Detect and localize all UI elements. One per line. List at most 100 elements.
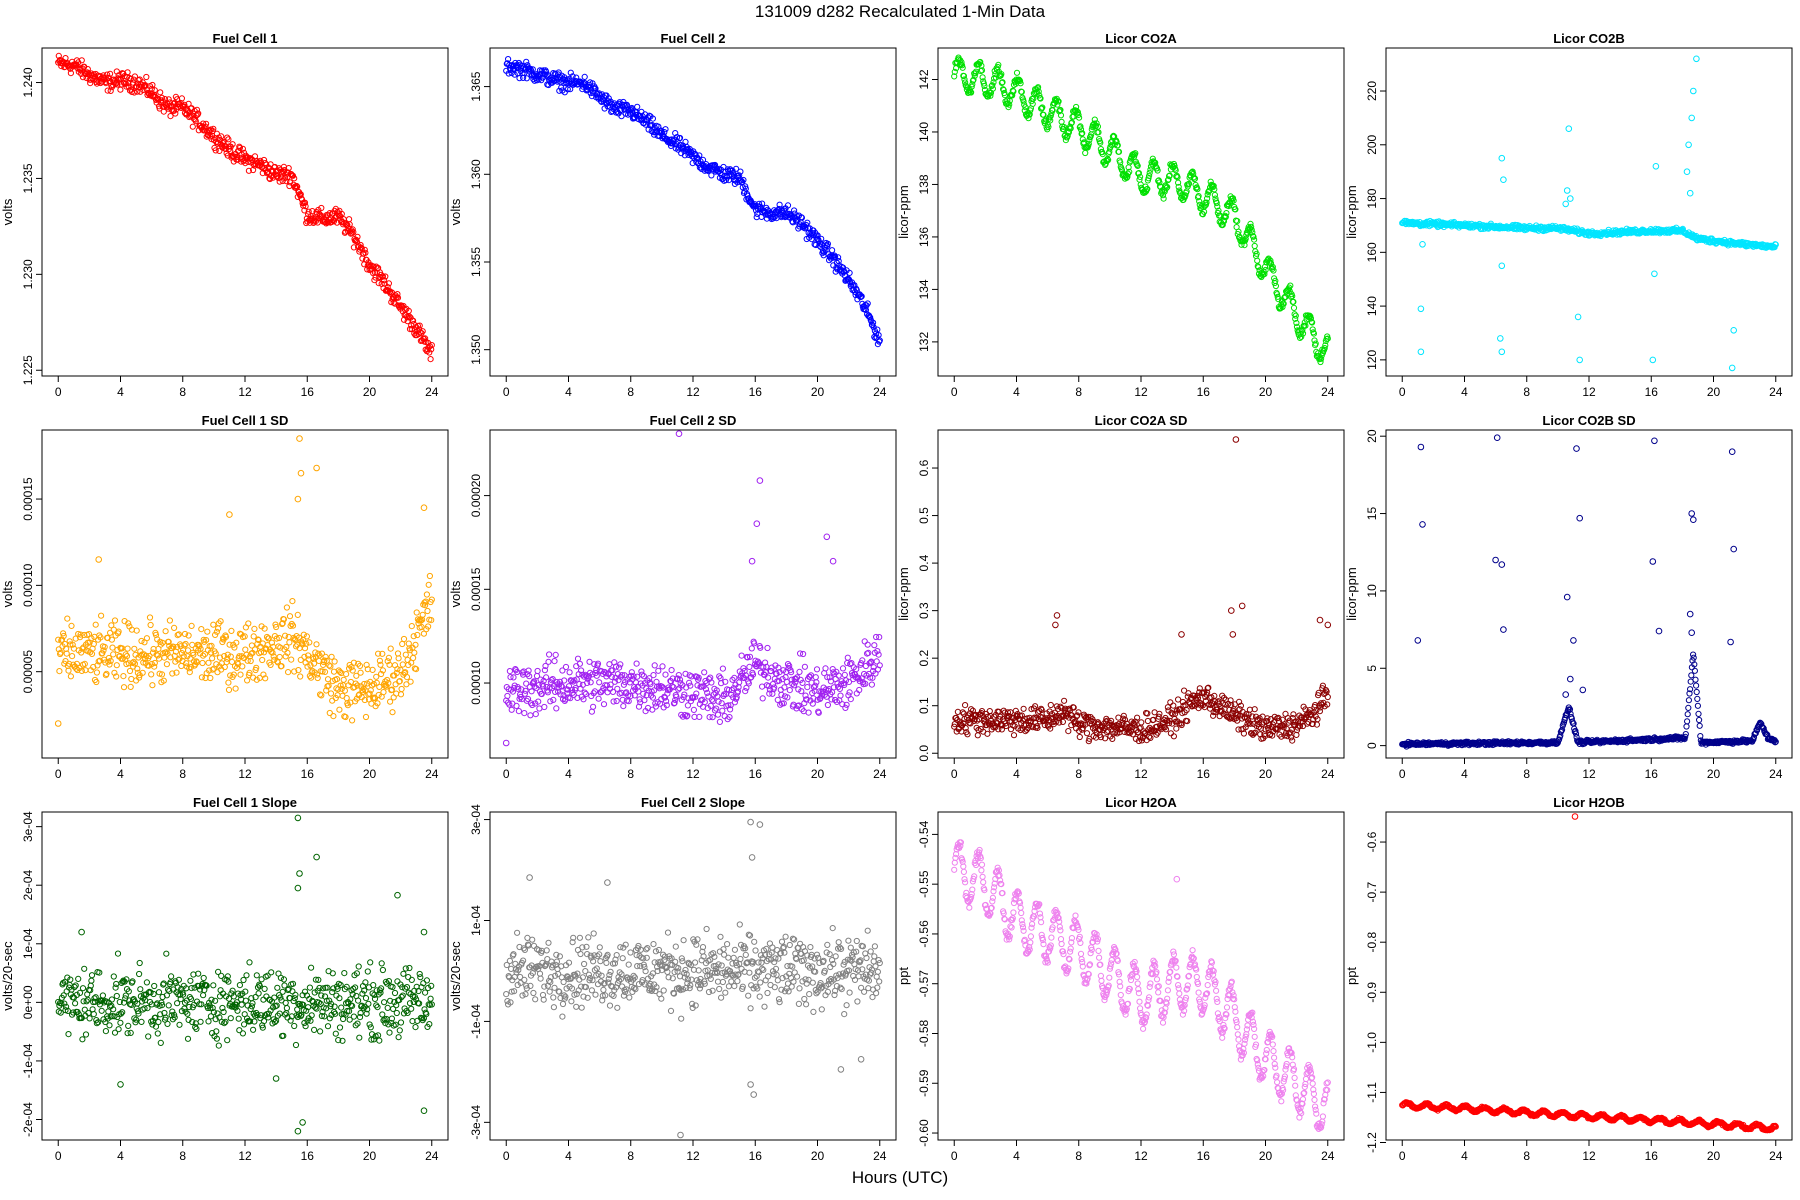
data-point	[386, 289, 393, 296]
data-point	[349, 717, 356, 724]
data-point	[267, 161, 274, 168]
data-point	[308, 674, 315, 681]
x-tick-label: 8	[1523, 767, 1530, 781]
data-point	[255, 159, 262, 166]
data-point	[682, 138, 689, 145]
data-point	[804, 684, 811, 691]
data-point-outlier	[1576, 356, 1583, 364]
data-point	[327, 690, 335, 697]
data-point	[302, 203, 309, 210]
data-point	[590, 703, 597, 710]
data-point	[291, 175, 298, 182]
data-point	[616, 664, 623, 671]
data-point	[1289, 737, 1296, 744]
data-point-outlier	[748, 557, 756, 565]
y-tick-label: 120	[1365, 350, 1379, 370]
data-point	[1173, 725, 1180, 732]
data-point-outlier	[1728, 364, 1736, 372]
data-point	[117, 86, 124, 93]
data-point-outlier	[294, 495, 302, 503]
data-point	[410, 654, 417, 662]
data-point	[410, 317, 417, 324]
x-tick-label: 12	[1582, 767, 1596, 781]
data-point	[111, 617, 119, 624]
data-point	[367, 687, 374, 694]
data-point	[380, 689, 387, 696]
data-point	[318, 204, 325, 212]
data-point	[107, 70, 114, 77]
y-tick-label: 5	[1365, 665, 1379, 672]
series-points	[951, 54, 1331, 366]
data-point	[286, 613, 294, 620]
data-point	[167, 113, 174, 120]
x-tick-label: 20	[1707, 767, 1721, 781]
data-point-outlier	[1683, 168, 1691, 175]
data-point	[668, 667, 675, 674]
data-point	[151, 659, 158, 667]
plot-frame	[41, 429, 449, 759]
data-point-outlier	[420, 504, 428, 512]
data-point	[596, 679, 603, 686]
data-point	[189, 123, 196, 130]
x-tick-label: 8	[1075, 385, 1082, 399]
data-point	[390, 694, 397, 701]
data-point	[203, 120, 210, 127]
data-point	[236, 144, 243, 151]
data-point	[131, 73, 138, 80]
data-point	[1076, 733, 1083, 741]
data-point	[244, 677, 251, 684]
panel-title: Licor CO2B	[1553, 31, 1625, 46]
x-tick-label: 16	[1645, 767, 1659, 781]
data-point	[120, 673, 127, 680]
y-axis-label: licor-ppm	[1344, 567, 1359, 620]
data-point	[655, 667, 662, 674]
x-tick-label: 24	[1321, 385, 1335, 399]
data-point	[567, 86, 574, 93]
data-point	[349, 230, 356, 237]
data-point-outlier	[1498, 154, 1506, 162]
data-point	[216, 147, 223, 154]
data-point	[376, 683, 383, 691]
data-point	[390, 299, 397, 306]
data-point	[149, 682, 156, 689]
data-point	[759, 695, 766, 702]
x-tick-label: 4	[1013, 385, 1020, 399]
data-point-outlier	[95, 556, 102, 563]
data-point	[210, 125, 217, 132]
x-tick-label: 8	[627, 767, 634, 781]
data-point	[801, 663, 809, 670]
data-point	[668, 136, 675, 143]
data-point	[198, 626, 205, 633]
data-point-outlier	[1500, 176, 1507, 183]
data-point	[67, 673, 75, 680]
plot-frame	[489, 429, 897, 759]
data-point	[259, 656, 266, 664]
data-point	[1082, 149, 1089, 157]
data-point-outlier	[1563, 187, 1571, 194]
data-point	[330, 218, 338, 225]
x-tick-label: 8	[179, 767, 186, 781]
data-point	[166, 617, 173, 624]
data-point	[541, 703, 548, 711]
data-point	[123, 83, 130, 90]
x-tick-label: 12	[686, 385, 700, 399]
data-point	[1292, 312, 1299, 319]
data-point	[422, 335, 429, 342]
panel-title: Fuel Cell 2 SD	[650, 413, 737, 428]
data-point	[876, 634, 883, 641]
data-point	[574, 655, 582, 662]
data-point	[158, 97, 165, 104]
data-point-outlier	[1567, 195, 1574, 202]
x-tick-label: 4	[117, 385, 124, 399]
data-point	[1254, 257, 1261, 264]
plot-frame	[489, 47, 897, 377]
data-point	[388, 299, 395, 306]
data-point	[842, 704, 849, 712]
data-point	[731, 699, 739, 706]
data-point	[707, 674, 714, 681]
x-tick-label: 24	[873, 385, 887, 399]
y-tick-label: 180	[1365, 188, 1379, 208]
data-point	[245, 620, 252, 627]
